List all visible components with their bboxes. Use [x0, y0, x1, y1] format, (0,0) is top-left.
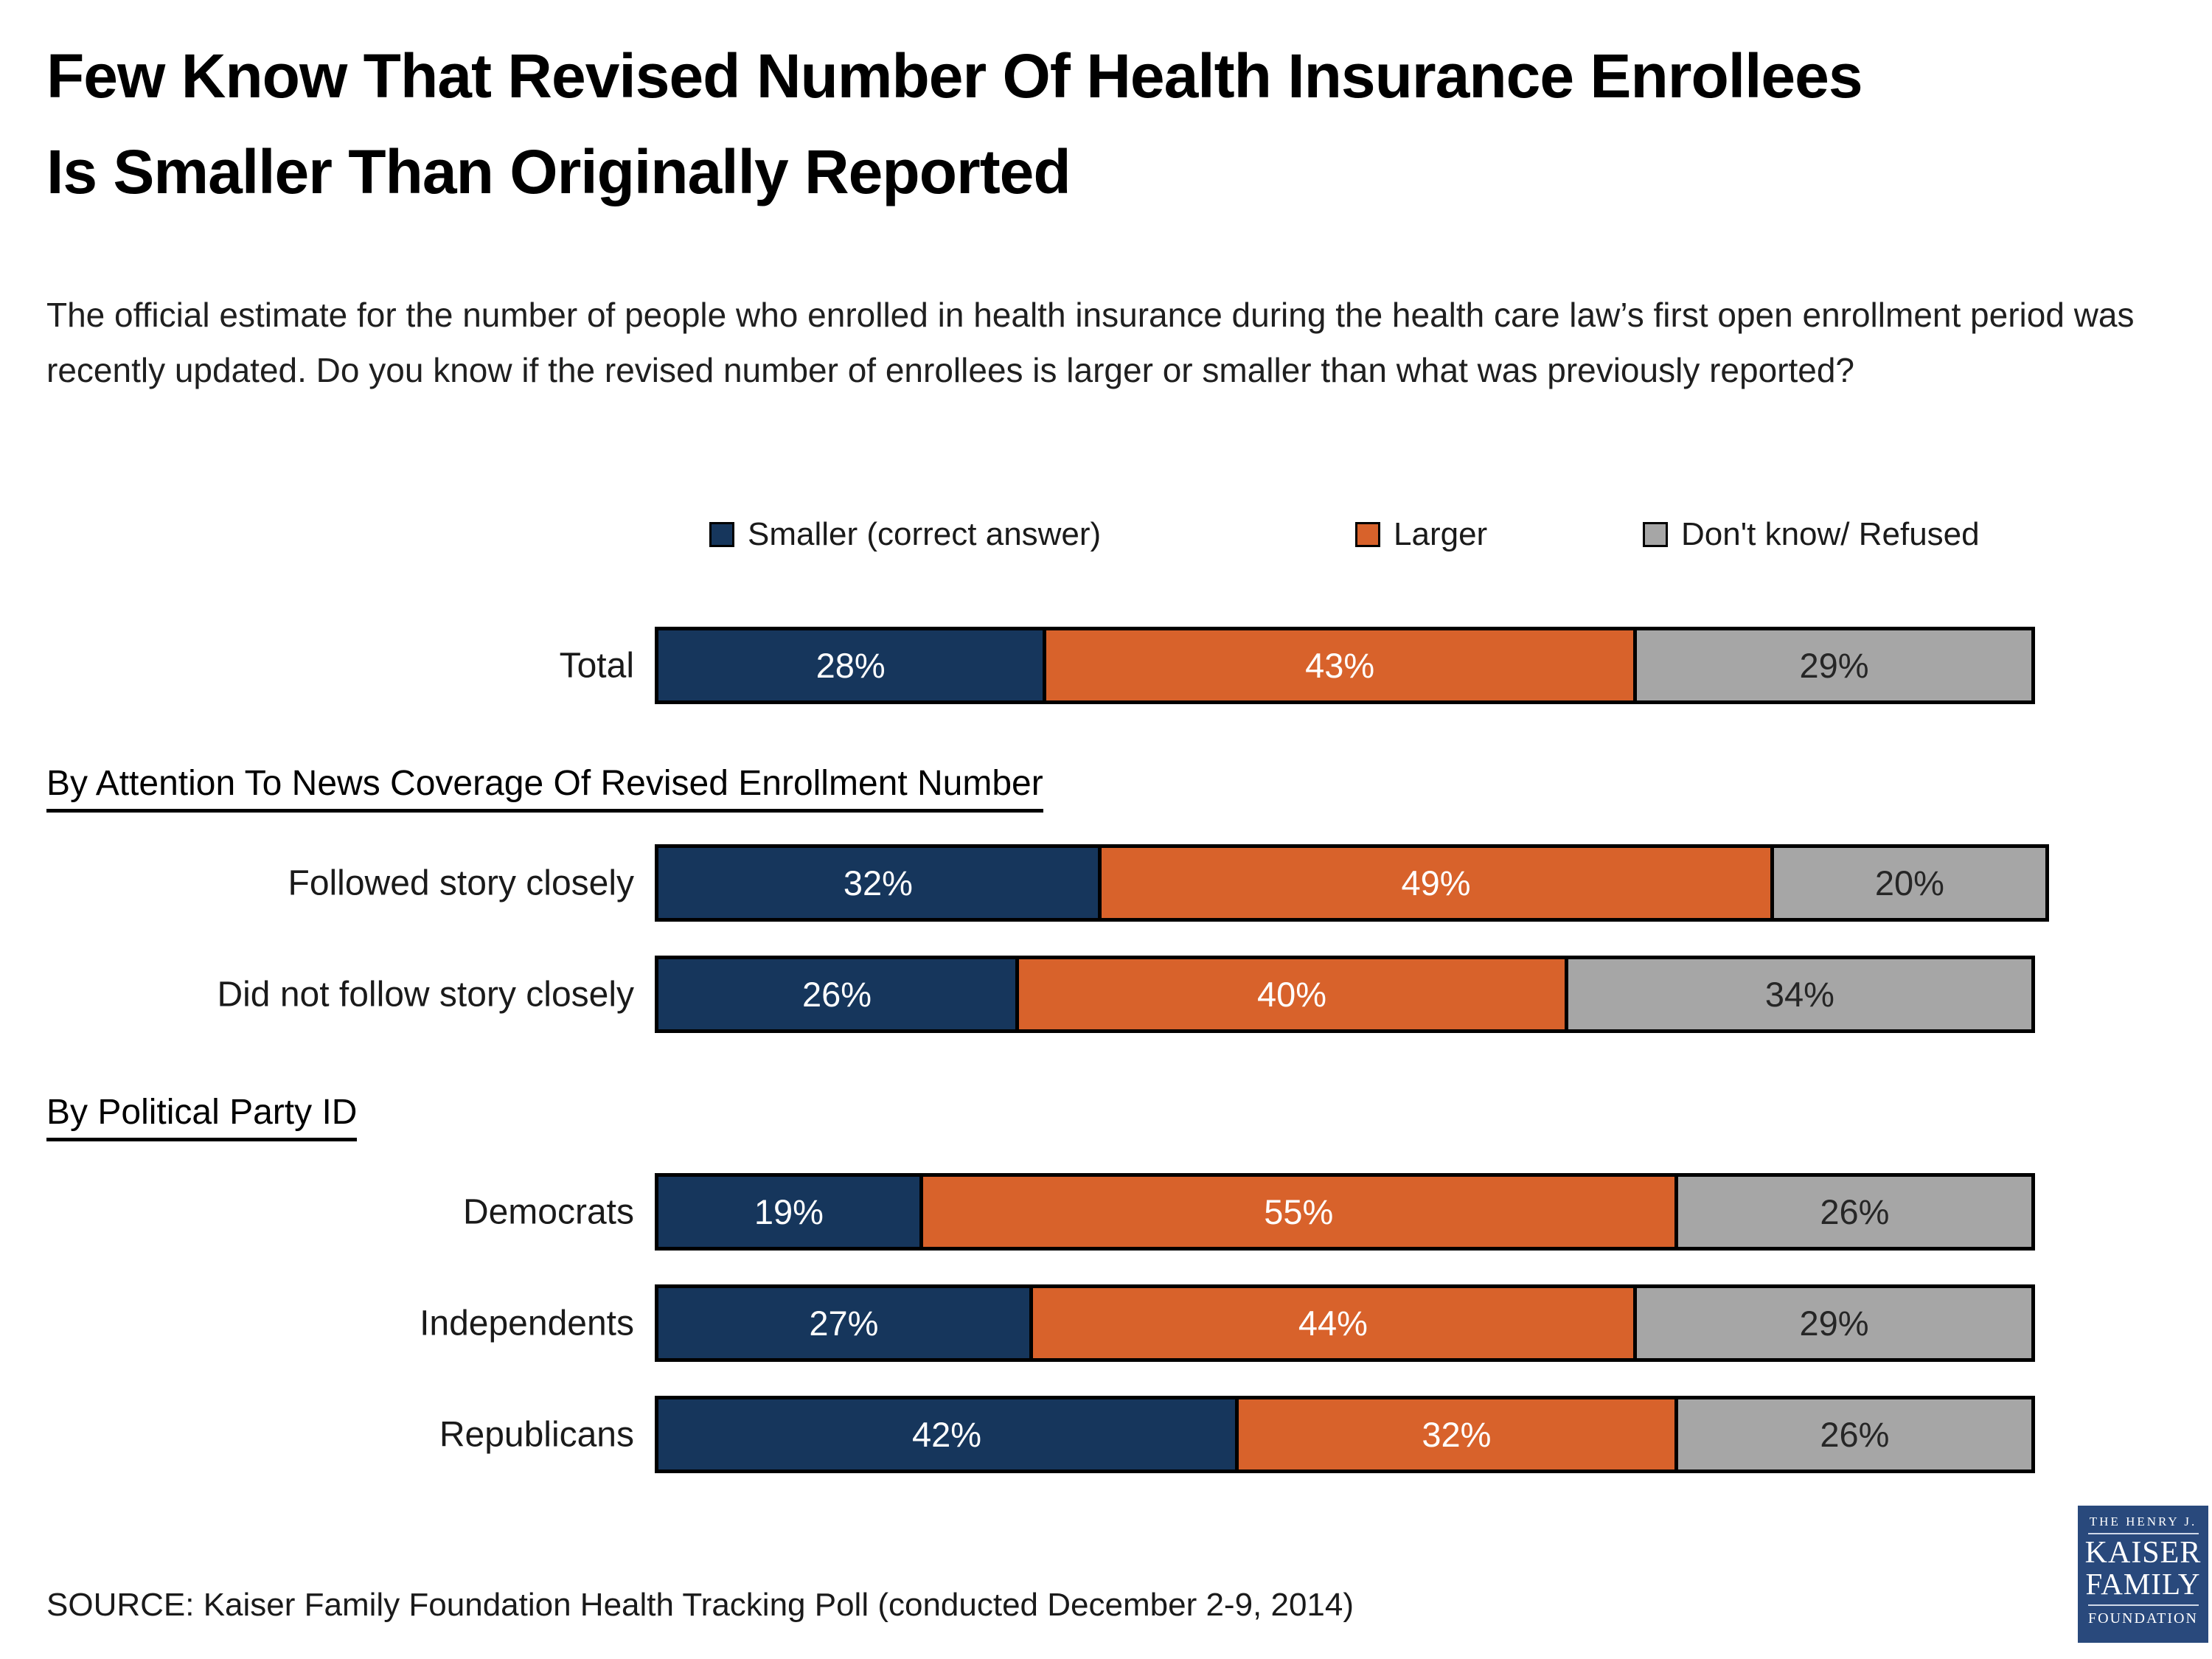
- kff-logo-rule-bottom: [2087, 1604, 2199, 1607]
- segment-value: 29%: [1799, 1304, 1869, 1343]
- segment-value: 32%: [1422, 1415, 1492, 1454]
- segment-value: 42%: [911, 1415, 982, 1454]
- row-label: Democrats: [462, 1192, 634, 1231]
- page-title: Few Know That Revised Number Of Health I…: [46, 28, 2185, 220]
- survey-question-text: The official estimate for the number of …: [46, 296, 2135, 389]
- legend-swatch-icon: [1355, 522, 1380, 547]
- stacked-bar: 26% 40% 34%: [655, 956, 2035, 1033]
- row-label: Did not follow story closely: [217, 975, 634, 1014]
- bar-segment: 29%: [1633, 630, 2031, 700]
- bar-segment: 28%: [658, 630, 1043, 700]
- bar-row: Total 28% 43% 29%: [0, 627, 2212, 704]
- legend-label: Don't know/ Refused: [1681, 516, 1980, 552]
- segment-value: 32%: [843, 863, 913, 902]
- page-title-line1: Few Know That Revised Number Of Health I…: [46, 41, 1863, 111]
- bar-row: Independents 27% 44% 29%: [0, 1284, 2212, 1362]
- bar-row: Followed story closely 32% 49% 20%: [0, 844, 2212, 922]
- section-heading: By Political Party ID: [46, 1092, 2212, 1141]
- bar-segment: 20%: [1770, 848, 2045, 918]
- bar-segment: 26%: [1674, 1399, 2031, 1470]
- segment-value: 55%: [1264, 1192, 1334, 1231]
- legend-label: Smaller (correct answer): [748, 516, 1102, 552]
- bar-row: Democrats 19% 55% 26%: [0, 1173, 2212, 1251]
- row-label: Followed story closely: [288, 863, 635, 902]
- bar-segment: 34%: [1564, 959, 2031, 1029]
- kff-logo-line1: THE HENRY J.: [2089, 1514, 2197, 1528]
- chart-legend: Smaller (correct answer) Larger Don't know…: [0, 516, 2212, 568]
- bar-row: Republicans 42% 32% 26%: [0, 1396, 2212, 1473]
- segment-value: 29%: [1799, 646, 1869, 685]
- bar-segment: 26%: [658, 959, 1016, 1029]
- bar-segment: 27%: [658, 1288, 1029, 1358]
- segment-value: 34%: [1764, 975, 1834, 1014]
- legend-item: Don't know/ Refused: [1643, 516, 1980, 553]
- source-note: SOURCE: Kaiser Family Foundation Health …: [46, 1587, 1354, 1623]
- segment-value: 43%: [1305, 646, 1375, 685]
- bar-segment: 29%: [1633, 1288, 2031, 1358]
- bar-segment: 44%: [1029, 1288, 1633, 1358]
- bar-segment: 19%: [658, 1177, 919, 1247]
- section-heading: By Attention To News Coverage Of Revised…: [46, 763, 2212, 813]
- stacked-bar: 42% 32% 26%: [655, 1396, 2035, 1473]
- kff-logo-rule-top: [2087, 1533, 2199, 1534]
- row-label: Total: [559, 646, 634, 685]
- segment-value: 19%: [754, 1192, 824, 1231]
- segment-value: 44%: [1298, 1304, 1368, 1343]
- bar-row: Did not follow story closely 26% 40% 34%: [0, 956, 2212, 1033]
- bar-segment: 49%: [1097, 848, 1771, 918]
- stacked-bar: 32% 49% 20%: [655, 844, 2049, 922]
- page-title-line2: Is Smaller Than Originally Reported: [46, 137, 1071, 207]
- segment-value: 49%: [1401, 863, 1471, 902]
- stacked-bar: 27% 44% 29%: [655, 1284, 2035, 1362]
- kff-logo: THE HENRY J. KAISER FAMILY FOUNDATION: [2078, 1506, 2208, 1643]
- bar-segment: 32%: [658, 848, 1098, 918]
- segment-value: 26%: [1820, 1415, 1890, 1454]
- legend-label: Larger: [1394, 516, 1488, 552]
- segment-value: 40%: [1256, 975, 1327, 1014]
- segment-value: 20%: [1874, 863, 1944, 902]
- segment-value: 26%: [1820, 1192, 1890, 1231]
- bar-segment: 26%: [1674, 1177, 2031, 1247]
- kff-logo-foundation: FOUNDATION: [2088, 1610, 2198, 1627]
- legend-swatch-icon: [1643, 522, 1668, 547]
- bar-segment: 32%: [1235, 1399, 1674, 1470]
- row-label: Republicans: [439, 1415, 634, 1454]
- segment-value: 27%: [809, 1304, 879, 1343]
- bar-segment: 40%: [1015, 959, 1565, 1029]
- stacked-bar: 19% 55% 26%: [655, 1173, 2035, 1251]
- kff-logo-family: FAMILY: [2085, 1567, 2201, 1601]
- segment-value: 26%: [802, 975, 872, 1014]
- segment-value: 28%: [815, 646, 886, 685]
- stacked-bar: 28% 43% 29%: [655, 627, 2035, 704]
- bar-segment: 55%: [919, 1177, 1674, 1247]
- bar-segment: 43%: [1043, 630, 1634, 700]
- row-label: Independents: [420, 1304, 634, 1343]
- bar-segment: 42%: [658, 1399, 1236, 1470]
- legend-swatch-icon: [709, 522, 734, 547]
- kff-logo-kaiser: KAISER: [2084, 1536, 2202, 1570]
- legend-item: Smaller (correct answer): [709, 516, 1101, 553]
- legend-item: Larger: [1355, 516, 1487, 553]
- chart-rows: Total 28% 43% 29% By Attention To News Cover…: [0, 627, 2212, 1473]
